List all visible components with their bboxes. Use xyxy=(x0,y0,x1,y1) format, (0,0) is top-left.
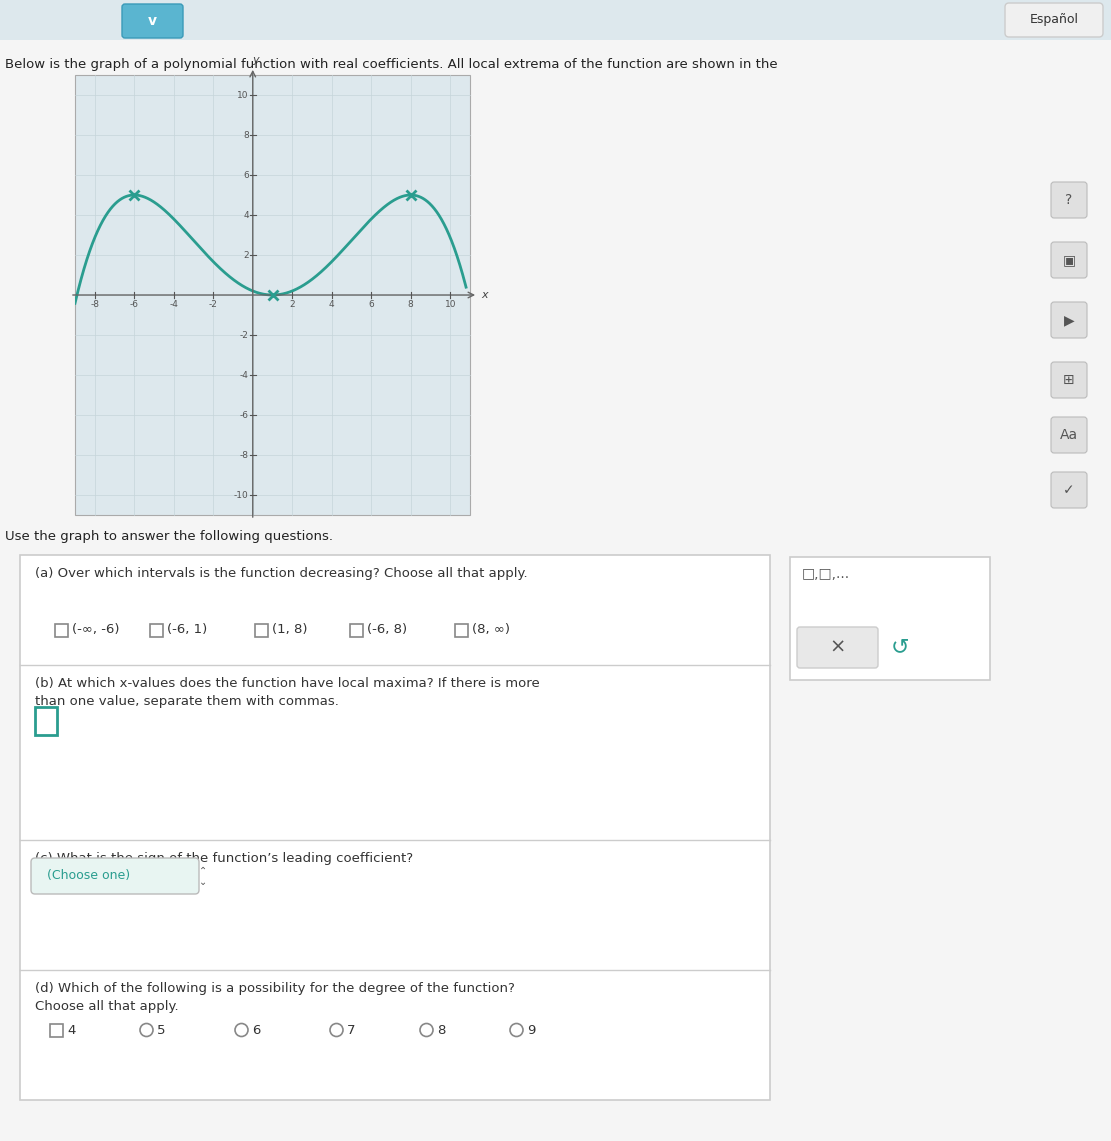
FancyBboxPatch shape xyxy=(122,5,183,38)
Text: -6: -6 xyxy=(130,300,139,309)
Bar xyxy=(150,623,163,637)
Text: 4: 4 xyxy=(243,210,249,219)
Text: ⊞: ⊞ xyxy=(1063,373,1074,387)
Circle shape xyxy=(236,1023,248,1036)
Text: 5: 5 xyxy=(157,1023,166,1036)
Text: -6: -6 xyxy=(240,411,249,420)
Text: -2: -2 xyxy=(240,331,249,340)
Text: 2: 2 xyxy=(290,300,296,309)
Text: 6: 6 xyxy=(252,1023,260,1036)
Text: 6: 6 xyxy=(369,300,374,309)
Text: -4: -4 xyxy=(169,300,178,309)
Text: (-6, 1): (-6, 1) xyxy=(167,623,208,637)
Text: ▣: ▣ xyxy=(1062,253,1075,267)
Text: □,□,...: □,□,... xyxy=(802,567,850,581)
Text: -10: -10 xyxy=(234,491,249,500)
FancyBboxPatch shape xyxy=(1051,242,1087,278)
Text: 4: 4 xyxy=(329,300,334,309)
Text: 2: 2 xyxy=(243,251,249,259)
FancyBboxPatch shape xyxy=(1051,183,1087,218)
FancyBboxPatch shape xyxy=(797,628,878,667)
FancyBboxPatch shape xyxy=(1005,3,1103,37)
Text: ⌃
⌄: ⌃ ⌄ xyxy=(199,865,207,887)
Text: v: v xyxy=(148,14,157,29)
Text: -8: -8 xyxy=(240,451,249,460)
Text: (a) Over which intervals is the function decreasing? Choose all that apply.: (a) Over which intervals is the function… xyxy=(36,567,528,580)
Circle shape xyxy=(140,1023,153,1036)
Text: Use the graph to answer the following questions.: Use the graph to answer the following qu… xyxy=(6,531,333,543)
Bar xyxy=(50,1023,63,1036)
Text: -4: -4 xyxy=(240,371,249,380)
Text: 6: 6 xyxy=(243,170,249,179)
Text: (d) Which of the following is a possibility for the degree of the function?: (d) Which of the following is a possibil… xyxy=(36,982,514,995)
Text: -8: -8 xyxy=(90,300,99,309)
Bar xyxy=(36,707,57,735)
Text: ✓: ✓ xyxy=(1063,483,1074,497)
Text: -2: -2 xyxy=(209,300,218,309)
Text: (c) What is the sign of the function’s leading coefficient?: (c) What is the sign of the function’s l… xyxy=(36,852,413,865)
Text: 10: 10 xyxy=(238,90,249,99)
Circle shape xyxy=(330,1023,343,1036)
Text: (-∞, -6): (-∞, -6) xyxy=(72,623,120,637)
Text: 8: 8 xyxy=(408,300,413,309)
Circle shape xyxy=(420,1023,433,1036)
Text: ↺: ↺ xyxy=(891,638,909,657)
Text: x: x xyxy=(481,290,488,300)
Text: than one value, separate them with commas.: than one value, separate them with comma… xyxy=(36,695,339,709)
Text: y: y xyxy=(252,55,259,65)
Circle shape xyxy=(510,1023,523,1036)
FancyBboxPatch shape xyxy=(1051,472,1087,508)
Text: 8: 8 xyxy=(243,130,249,139)
Text: 10: 10 xyxy=(444,300,456,309)
Bar xyxy=(76,75,470,515)
Text: ×: × xyxy=(829,638,845,657)
Text: 4: 4 xyxy=(67,1023,76,1036)
Text: (Choose one): (Choose one) xyxy=(47,869,130,882)
Text: Choose all that apply.: Choose all that apply. xyxy=(36,1000,179,1013)
Text: ?: ? xyxy=(1065,193,1072,207)
Text: (8, ∞): (8, ∞) xyxy=(472,623,510,637)
Text: Aa: Aa xyxy=(1060,428,1078,442)
Bar xyxy=(350,623,363,637)
Text: Español: Español xyxy=(1030,14,1079,26)
Text: 9: 9 xyxy=(527,1023,536,1036)
Bar xyxy=(0,0,1111,40)
FancyBboxPatch shape xyxy=(1051,416,1087,453)
Bar xyxy=(56,623,68,637)
Text: 7: 7 xyxy=(347,1023,356,1036)
Bar xyxy=(20,555,770,1100)
FancyBboxPatch shape xyxy=(1051,362,1087,398)
Text: 8: 8 xyxy=(437,1023,446,1036)
Text: ▶: ▶ xyxy=(1063,313,1074,327)
Bar xyxy=(456,623,468,637)
FancyBboxPatch shape xyxy=(31,858,199,895)
Text: (-6, 8): (-6, 8) xyxy=(367,623,407,637)
FancyBboxPatch shape xyxy=(1051,302,1087,338)
Text: (b) At which x-values does the function have local maxima? If there is more: (b) At which x-values does the function … xyxy=(36,677,540,690)
Text: (1, 8): (1, 8) xyxy=(272,623,308,637)
Bar xyxy=(790,557,990,680)
Bar xyxy=(256,623,268,637)
Text: Below is the graph of a polynomial function with real coefficients. All local ex: Below is the graph of a polynomial funct… xyxy=(6,58,778,71)
